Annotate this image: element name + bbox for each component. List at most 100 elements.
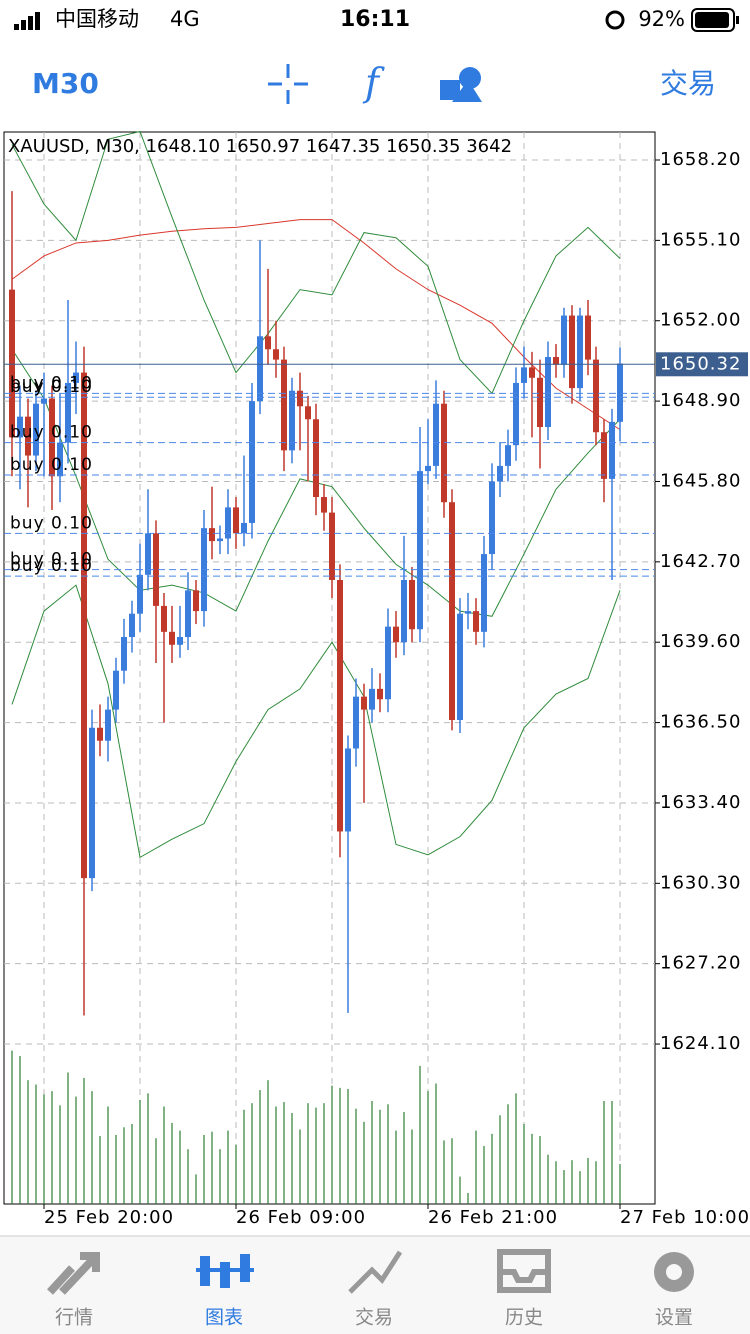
candle-body — [369, 688, 375, 710]
y-tick-label: 1655.10 — [660, 229, 741, 250]
toolbar: M30 f 交易 — [32, 61, 716, 105]
candle-body — [577, 315, 583, 389]
candle-body — [529, 367, 535, 378]
candle-body — [209, 528, 215, 542]
tab-bar — [0, 1236, 750, 1334]
candle-body — [561, 315, 567, 365]
candle-body — [417, 471, 423, 630]
candle-body — [185, 590, 191, 638]
tab-label[interactable]: 行情 — [55, 1307, 93, 1329]
candle-body — [193, 590, 199, 612]
indicators-button[interactable]: f — [362, 61, 385, 105]
order-label[interactable]: buy 0.10 — [10, 423, 93, 443]
order-label[interactable]: buy 0.10 — [10, 513, 93, 533]
indicator-line — [11, 130, 621, 395]
candle-body — [393, 626, 399, 643]
order-label[interactable]: buy 0.10 — [10, 550, 93, 570]
candle-body — [545, 357, 551, 428]
order-label[interactable]: buy 0.10 — [10, 455, 93, 475]
candle-body — [25, 416, 31, 456]
y-tick-label: 1633.40 — [660, 792, 741, 813]
network: 4G — [170, 7, 200, 31]
candle-body — [217, 538, 223, 542]
candle-body — [81, 372, 87, 879]
y-tick-label: 1648.90 — [660, 390, 741, 411]
candle-body — [49, 398, 55, 477]
order-label[interactable]: buy 0.10 — [10, 556, 93, 576]
tab-label[interactable]: 设置 — [655, 1307, 693, 1329]
candle-body — [225, 507, 231, 539]
x-tick-label: 27 Feb 10:00 — [620, 1207, 750, 1228]
tab-label[interactable]: 交易 — [355, 1307, 393, 1329]
candle-body — [153, 533, 159, 606]
candle-body — [161, 605, 167, 632]
candle-body — [489, 481, 495, 555]
candle-body — [233, 507, 239, 534]
clock: 16:11 — [340, 7, 410, 32]
candle-body — [313, 419, 319, 498]
timeframe-button[interactable]: M30 — [32, 67, 99, 100]
candle-body — [33, 403, 39, 456]
candle-body — [441, 403, 447, 503]
indicator-line — [11, 584, 621, 859]
tab-label[interactable]: 历史 — [505, 1307, 543, 1329]
candle-body — [9, 289, 15, 438]
current-price-box — [656, 352, 748, 377]
candle-body — [481, 554, 487, 632]
candle-body — [521, 367, 527, 383]
objects-button[interactable] — [440, 67, 482, 102]
indicator-line — [11, 219, 621, 431]
candle-body — [177, 637, 183, 645]
candle-body — [145, 533, 151, 575]
y-tick-label: 1658.20 — [660, 149, 741, 170]
y-tick-label: 1624.10 — [660, 1033, 741, 1054]
candle-body — [137, 574, 143, 614]
y-tick-label: 1645.80 — [660, 470, 741, 491]
candle-body — [361, 696, 367, 710]
candle-body — [265, 336, 271, 350]
candle-body — [129, 613, 135, 638]
candle-body — [89, 727, 95, 879]
candle-body — [465, 611, 471, 614]
candle-body — [353, 696, 359, 749]
candle-body — [505, 445, 511, 466]
tab-labels: 行情 图表 交易 历史 设置 — [55, 1307, 693, 1329]
candle-body — [449, 502, 455, 720]
candle-body — [497, 465, 503, 482]
crosshair-button[interactable] — [268, 64, 308, 104]
plot-frame — [3, 131, 656, 1205]
candle-body — [17, 416, 23, 438]
candle-body — [617, 363, 623, 422]
candle-body — [121, 637, 127, 671]
candle-body — [401, 579, 407, 643]
candle-body — [65, 382, 71, 443]
trade-button[interactable]: 交易 — [660, 67, 716, 100]
candle-body — [569, 315, 575, 389]
chart: 1658.20 1655.10 1652.00 1648.90 1645.80 1642.… — [3, 130, 750, 1228]
candle-body — [97, 727, 103, 741]
candle-body — [513, 382, 519, 446]
y-tick-label: 1639.60 — [660, 631, 741, 652]
order-label[interactable]: buy 0.10 — [10, 373, 93, 393]
tab-label[interactable]: 图表 — [205, 1307, 243, 1329]
candle-body — [385, 626, 391, 700]
candle-body — [321, 497, 327, 513]
candle-body — [377, 688, 383, 700]
candle-body — [241, 522, 247, 534]
order-label[interactable]: buy 0.10 — [10, 377, 93, 397]
battery-text: 92% — [638, 7, 685, 31]
candle-body — [593, 359, 599, 433]
y-tick-label: 1642.70 — [660, 551, 741, 572]
current-price-label: 1650.32 — [660, 353, 741, 374]
candle-body — [609, 421, 615, 479]
candle-body — [585, 315, 591, 360]
chart-info: XAUUSD, M30, 1648.10 1650.97 1647.35 165… — [8, 136, 512, 157]
candle-body — [537, 377, 543, 428]
candle-body — [305, 406, 311, 420]
candle-body — [345, 748, 351, 832]
candle-body — [113, 670, 119, 710]
y-tick-label: 1636.50 — [660, 712, 741, 733]
candle-body — [57, 442, 63, 477]
